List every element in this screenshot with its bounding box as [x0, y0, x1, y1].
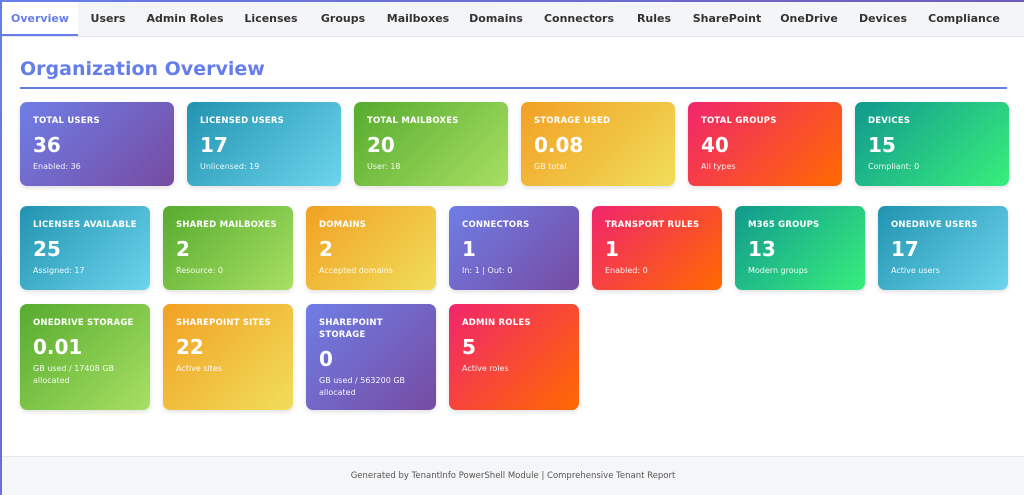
- tab[interactable]: Overview: [2, 2, 78, 36]
- card-label: LICENSES AVAILABLE: [33, 220, 137, 230]
- title-rule: [20, 87, 1007, 89]
- tab[interactable]: Connectors: [543, 12, 615, 25]
- card-detail: Active roles: [462, 364, 509, 373]
- footer: Generated by TenantInfo PowerShell Modul…: [2, 456, 1024, 495]
- card-label: DOMAINS: [319, 220, 367, 230]
- stat-card: STORAGE USED 0.08 GB total: [521, 102, 675, 186]
- card-value: 2: [319, 237, 333, 261]
- card-label: CONNECTORS: [462, 220, 530, 230]
- stat-card: SHAREPOINT SITES 22 Active sites: [163, 304, 293, 410]
- card-value: 1: [462, 237, 476, 261]
- card-detail: GB total: [534, 162, 567, 171]
- card-value: 17: [891, 237, 919, 261]
- stat-card: M365 GROUPS 13 Modern groups: [735, 206, 865, 290]
- card-detail: Enabled: 0: [605, 266, 648, 275]
- card-label: TRANSPORT RULES: [605, 220, 700, 230]
- card-value: 17: [200, 133, 228, 157]
- stat-card: TOTAL GROUPS 40 All types: [688, 102, 842, 186]
- card-label: ADMIN ROLES: [462, 318, 531, 328]
- tab[interactable]: Mailboxes: [386, 12, 450, 25]
- card-value: 5: [462, 335, 476, 359]
- card-label: TOTAL USERS: [33, 116, 100, 126]
- card-label: SHAREPOINT STORAGE: [319, 318, 383, 340]
- tab[interactable]: SharePoint: [692, 12, 762, 25]
- card-detail: GB used / 17408 GB allocated: [33, 364, 114, 385]
- card-detail: Assigned: 17: [33, 266, 85, 275]
- card-detail: Resource: 0: [176, 266, 224, 275]
- stat-card: ADMIN ROLES 5 Active roles: [449, 304, 579, 410]
- stat-card: TOTAL MAILBOXES 20 User: 18: [354, 102, 508, 186]
- card-label: LICENSED USERS: [200, 116, 284, 126]
- card-value: 1: [605, 237, 619, 261]
- card-label: TOTAL MAILBOXES: [367, 116, 459, 126]
- card-detail: Modern groups: [748, 266, 808, 275]
- card-detail: Unlicensed: 19: [200, 162, 260, 171]
- tab[interactable]: OneDrive: [780, 12, 838, 25]
- card-detail: Enabled: 36: [33, 162, 81, 171]
- tab[interactable]: Compliance: [928, 12, 1000, 25]
- stat-card: DEVICES 15 Compliant: 0: [855, 102, 1009, 186]
- section-title: Organization Overview: [20, 58, 265, 80]
- card-label: STORAGE USED: [534, 116, 611, 126]
- card-detail: In: 1 | Out: 0: [462, 266, 513, 275]
- stat-card: CONNECTORS 1 In: 1 | Out: 0: [449, 206, 579, 290]
- tab[interactable]: Users: [90, 12, 126, 25]
- card-label: ONEDRIVE USERS: [891, 220, 978, 230]
- card-value: 25: [33, 237, 61, 261]
- stat-card: LICENSED USERS 17 Unlicensed: 19: [187, 102, 341, 186]
- card-value: 36: [33, 133, 61, 157]
- tab[interactable]: Groups: [320, 12, 366, 25]
- stat-card: ONEDRIVE STORAGE 0.01 GB used / 17408 GB a…: [20, 304, 150, 410]
- card-value: 0.08: [534, 133, 584, 157]
- tab[interactable]: Rules: [636, 12, 672, 25]
- card-label: DEVICES: [868, 116, 911, 126]
- card-label: M365 GROUPS: [748, 220, 820, 230]
- card-value: 40: [701, 133, 729, 157]
- stat-card: ONEDRIVE USERS 17 Active users: [878, 206, 1008, 290]
- stat-card: DOMAINS 2 Accepted domains: [306, 206, 436, 290]
- card-detail: Active users: [891, 266, 940, 275]
- stat-card: TRANSPORT RULES 1 Enabled: 0: [592, 206, 722, 290]
- stat-card: TOTAL USERS 36 Enabled: 36: [20, 102, 174, 186]
- card-label: SHAREPOINT SITES: [176, 318, 271, 328]
- card-detail: Active sites: [176, 364, 222, 373]
- tab[interactable]: Licenses: [244, 12, 298, 25]
- card-detail: GB used / 563200 GB allocated: [319, 376, 406, 397]
- card-value: 13: [748, 237, 776, 261]
- card-value: 0.01: [33, 335, 83, 359]
- card-detail: All types: [701, 162, 736, 171]
- card-detail: Accepted domains: [319, 266, 393, 275]
- stat-card: LICENSES AVAILABLE 25 Assigned: 17: [20, 206, 150, 290]
- tab[interactable]: Admin Roles: [146, 12, 224, 25]
- tab[interactable]: Devices: [858, 12, 908, 25]
- card-detail: User: 18: [367, 162, 401, 171]
- card-label: SHARED MAILBOXES: [176, 220, 277, 230]
- card-value: 22: [176, 335, 204, 359]
- stat-card: SHAREPOINT STORAGE 0 GB used / 563200 GB a…: [306, 304, 436, 410]
- card-label: TOTAL GROUPS: [701, 116, 777, 126]
- stat-card: SHARED MAILBOXES 2 Resource: 0: [163, 206, 293, 290]
- card-label: ONEDRIVE STORAGE: [33, 318, 134, 328]
- card-value: 2: [176, 237, 190, 261]
- tab[interactable]: Domains: [469, 12, 523, 25]
- card-value: 20: [367, 133, 395, 157]
- card-value: 0: [319, 347, 333, 371]
- tab-bar: Overview Users Admin Roles Licenses Groups Ma…: [2, 2, 1024, 37]
- card-value: 15: [868, 133, 896, 157]
- card-detail: Compliant: 0: [868, 162, 920, 171]
